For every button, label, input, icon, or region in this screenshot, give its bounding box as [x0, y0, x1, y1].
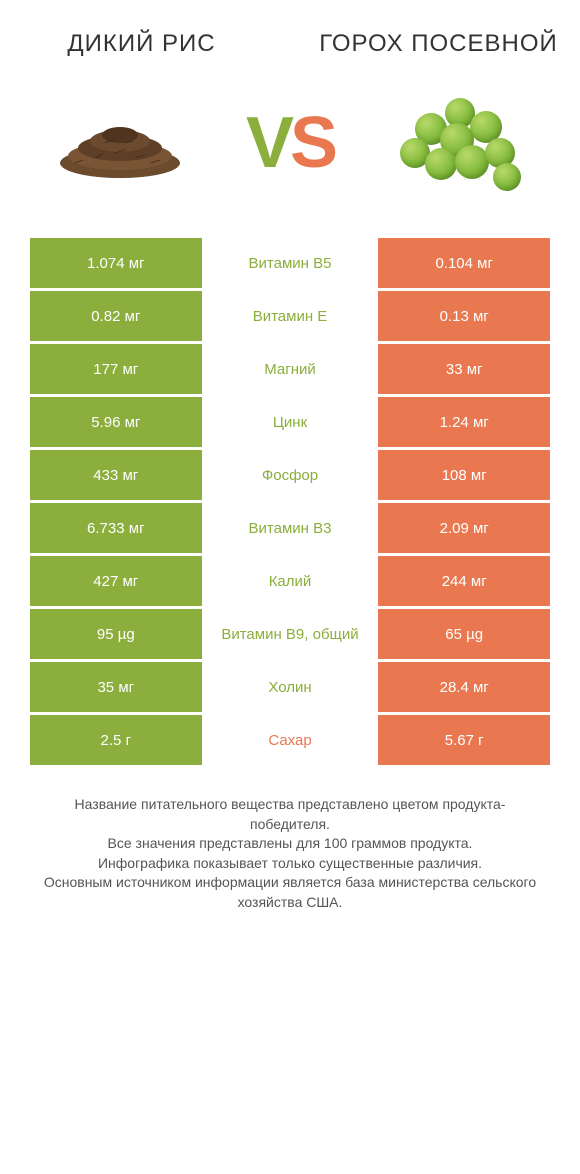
- table-row: 35 мгХолин28.4 мг: [30, 662, 550, 712]
- wild-rice-image: [50, 88, 190, 198]
- left-value-cell: 0.82 мг: [30, 291, 202, 341]
- left-value-cell: 427 мг: [30, 556, 202, 606]
- right-value-cell: 2.09 мг: [378, 503, 550, 553]
- right-value-cell: 0.13 мг: [378, 291, 550, 341]
- table-row: 427 мгКалий244 мг: [30, 556, 550, 606]
- nutrient-name-cell: Холин: [202, 662, 379, 712]
- left-value-cell: 95 µg: [30, 609, 202, 659]
- peas-image: [390, 88, 530, 198]
- footer-line: Название питательного вещества представл…: [40, 795, 540, 834]
- left-product-title: ДИКИЙ РИС: [20, 30, 263, 58]
- right-value-cell: 1.24 мг: [378, 397, 550, 447]
- right-value-cell: 108 мг: [378, 450, 550, 500]
- table-row: 177 мгМагний33 мг: [30, 344, 550, 394]
- footer-notes: Название питательного вещества представл…: [20, 795, 560, 913]
- right-value-cell: 65 µg: [378, 609, 550, 659]
- nutrient-name-cell: Витамин E: [202, 291, 379, 341]
- titles-row: ДИКИЙ РИС ГОРОХ ПОСЕВНОЙ: [20, 30, 560, 58]
- left-value-cell: 35 мг: [30, 662, 202, 712]
- footer-line: Инфографика показывает только существенн…: [40, 854, 540, 874]
- table-row: 0.82 мгВитамин E0.13 мг: [30, 291, 550, 341]
- table-row: 95 µgВитамин B9, общий65 µg: [30, 609, 550, 659]
- table-row: 6.733 мгВитамин B32.09 мг: [30, 503, 550, 553]
- table-row: 433 мгФосфор108 мг: [30, 450, 550, 500]
- right-value-cell: 33 мг: [378, 344, 550, 394]
- right-value-cell: 5.67 г: [378, 715, 550, 765]
- nutrient-table: 1.074 мгВитамин B50.104 мг0.82 мгВитамин…: [30, 238, 550, 765]
- nutrient-name-cell: Витамин B3: [202, 503, 379, 553]
- left-value-cell: 1.074 мг: [30, 238, 202, 288]
- nutrient-name-cell: Цинк: [202, 397, 379, 447]
- right-product-title: ГОРОХ ПОСЕВНОЙ: [317, 30, 560, 58]
- left-value-cell: 433 мг: [30, 450, 202, 500]
- nutrient-name-cell: Витамин B5: [202, 238, 379, 288]
- table-row: 2.5 гСахар5.67 г: [30, 715, 550, 765]
- right-value-cell: 244 мг: [378, 556, 550, 606]
- infographic-container: ДИКИЙ РИС ГОРОХ ПОСЕВНОЙ: [0, 0, 580, 933]
- left-value-cell: 2.5 г: [30, 715, 202, 765]
- footer-line: Основным источником информации является …: [40, 873, 540, 912]
- nutrient-name-cell: Калий: [202, 556, 379, 606]
- left-value-cell: 177 мг: [30, 344, 202, 394]
- left-value-cell: 5.96 мг: [30, 397, 202, 447]
- nutrient-name-cell: Витамин B9, общий: [202, 609, 379, 659]
- right-value-cell: 28.4 мг: [378, 662, 550, 712]
- vs-v-letter: V: [246, 103, 290, 183]
- vs-label: VS: [246, 102, 334, 184]
- nutrient-name-cell: Магний: [202, 344, 379, 394]
- vs-row: VS: [20, 88, 560, 198]
- left-value-cell: 6.733 мг: [30, 503, 202, 553]
- vs-s-letter: S: [290, 103, 334, 183]
- table-row: 5.96 мгЦинк1.24 мг: [30, 397, 550, 447]
- right-value-cell: 0.104 мг: [378, 238, 550, 288]
- table-row: 1.074 мгВитамин B50.104 мг: [30, 238, 550, 288]
- nutrient-name-cell: Фосфор: [202, 450, 379, 500]
- nutrient-name-cell: Сахар: [202, 715, 379, 765]
- footer-line: Все значения представлены для 100 граммо…: [40, 834, 540, 854]
